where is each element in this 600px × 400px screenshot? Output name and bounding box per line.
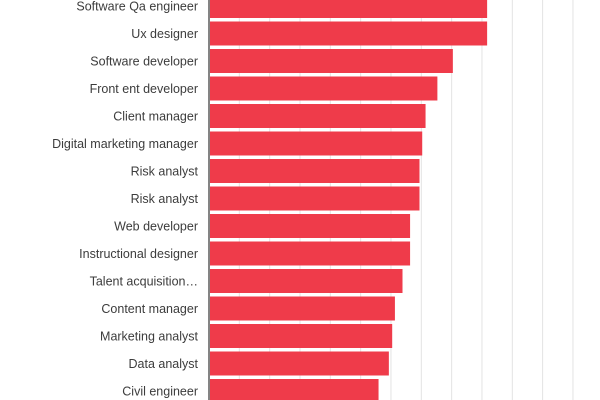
category-labels: Software Qa engineer Ux designer Software …: [52, 0, 198, 399]
category-label: Civil engineer: [122, 385, 198, 399]
bar[interactable]: [210, 241, 411, 266]
category-label: Risk analyst: [131, 192, 199, 206]
bar[interactable]: [210, 379, 379, 400]
category-label: Web developer: [114, 220, 198, 234]
bars: [210, 0, 488, 400]
category-label: Data analyst: [129, 357, 199, 371]
category-label: Talent acquisition…: [90, 275, 198, 289]
category-label: Software developer: [90, 55, 198, 69]
category-label: Marketing analyst: [100, 330, 198, 344]
bar[interactable]: [210, 269, 403, 293]
bar[interactable]: [210, 186, 420, 211]
category-label: Front ent developer: [90, 82, 198, 96]
category-label: Risk analyst: [131, 165, 199, 179]
bar[interactable]: [210, 131, 423, 156]
bar[interactable]: [210, 49, 453, 73]
bar[interactable]: [210, 351, 389, 376]
bar[interactable]: [210, 104, 426, 128]
category-label: Software Qa engineer: [76, 0, 198, 14]
category-label: Content manager: [101, 302, 198, 316]
bar[interactable]: [210, 214, 411, 238]
category-label: Instructional designer: [79, 247, 198, 261]
category-label: Client manager: [113, 110, 198, 124]
category-label: Digital marketing manager: [52, 137, 198, 151]
bar[interactable]: [210, 159, 420, 183]
bar[interactable]: [210, 0, 488, 18]
bar[interactable]: [210, 296, 395, 321]
bar[interactable]: [210, 21, 488, 46]
category-label: Ux designer: [131, 27, 198, 41]
bar[interactable]: [210, 324, 393, 348]
bar[interactable]: [210, 76, 438, 101]
